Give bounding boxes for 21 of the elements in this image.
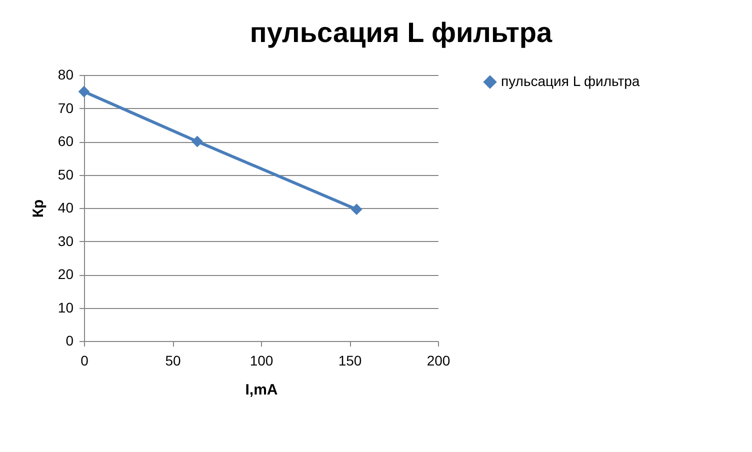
x-tick-label: 100 [250,352,274,368]
y-tick-label: 80 [58,66,74,82]
x-axis-title: I,mA [245,382,278,398]
chart-title: пульсация L фильтра [250,17,553,48]
y-tick-label: 50 [58,166,74,182]
y-tick-label: 10 [58,299,74,316]
point [192,136,203,148]
x-tick-label: 200 [426,352,450,368]
y-tick-label: 40 [58,200,74,216]
y-tick-label: 0 [66,332,74,348]
y-tick-label: 20 [58,266,74,282]
y-tick-label: 60 [58,133,74,149]
point [350,204,362,216]
point [78,86,90,98]
y-axis-title: Кр [30,199,47,218]
x-tick-label: 0 [80,352,89,368]
x-tick-label: 150 [338,352,362,368]
x-tick-label: 50 [165,352,181,368]
legend-label: пульсация L фильтра [501,73,640,89]
y-tick-label: 70 [58,100,74,116]
y-tick-label: 30 [58,232,74,249]
